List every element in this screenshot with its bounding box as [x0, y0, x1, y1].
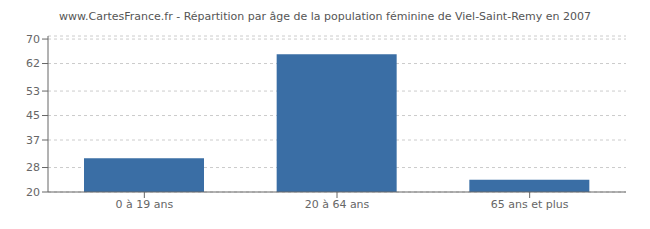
svg-text:65 ans et plus: 65 ans et plus: [491, 198, 569, 211]
svg-text:20: 20: [26, 186, 40, 199]
svg-text:28: 28: [26, 161, 40, 174]
svg-text:0 à 19 ans: 0 à 19 ans: [115, 198, 173, 211]
svg-text:45: 45: [26, 109, 40, 122]
svg-text:53: 53: [26, 85, 40, 98]
html-text:www.CartesFrance.fr - Répartit: www.CartesFrance.fr - Répartition par âg…: [59, 10, 591, 23]
svg-text:62: 62: [26, 57, 40, 70]
svg-text:70: 70: [26, 33, 40, 46]
svg-text:20 à 64 ans: 20 à 64 ans: [305, 198, 370, 211]
svg-text:37: 37: [26, 134, 40, 147]
